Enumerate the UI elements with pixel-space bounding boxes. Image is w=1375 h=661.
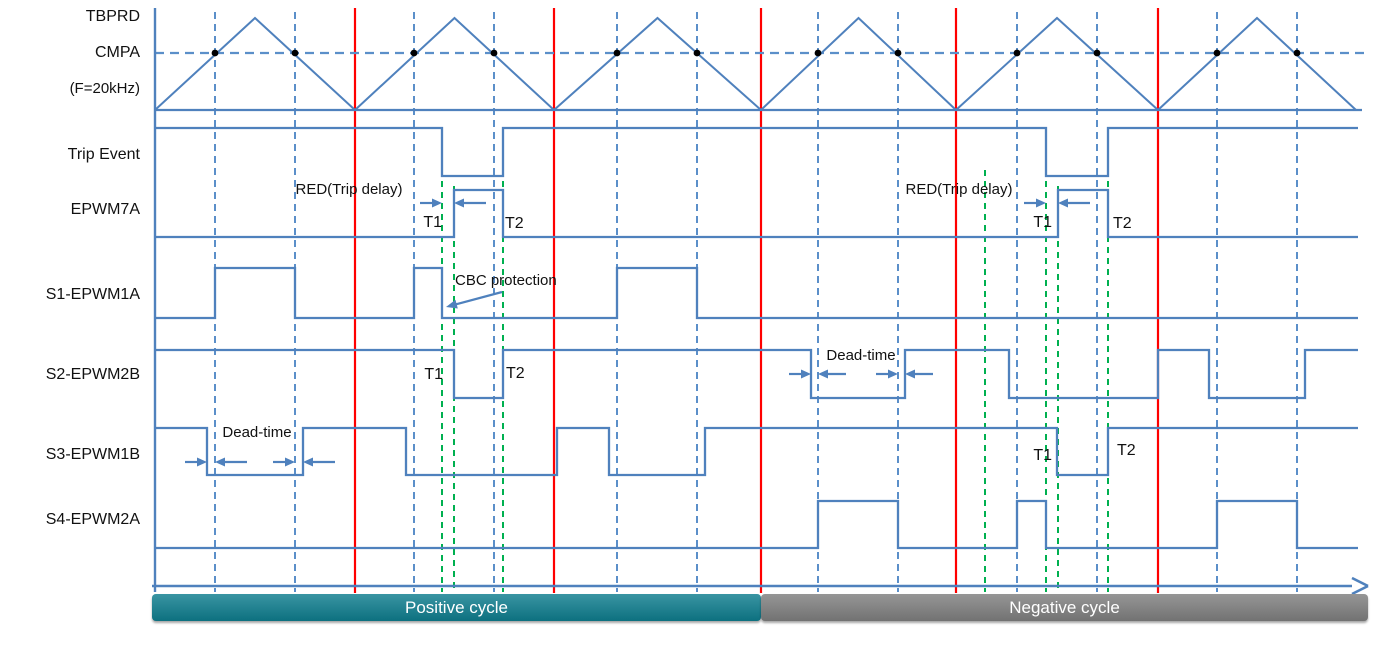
dimension-arrow-head	[818, 369, 828, 379]
cbc-arrow-head	[446, 299, 458, 309]
dimension-arrow-head	[285, 457, 295, 467]
cmpa-crossing-dot	[1213, 49, 1221, 57]
row-label-s1-epwm1a: S1-EPWM1A	[45, 286, 140, 303]
dimension-arrow-head	[432, 198, 442, 208]
t1-label-epwm7a-positive: T1	[423, 214, 442, 231]
frequency-label: (F=20kHz)	[69, 80, 140, 97]
t2-label-epwm7a-positive: T2	[505, 215, 524, 232]
row-label-s4-epwm2a: S4-EPWM2A	[45, 511, 140, 528]
row-label-s3-epwm1b: S3-EPWM1B	[45, 446, 140, 463]
red-trip-delay-label-negative: RED(Trip delay)	[905, 181, 1013, 198]
t2-label-epwm7a-negative: T2	[1113, 215, 1132, 232]
cmpa-crossing-dot	[291, 49, 299, 57]
cmpa-crossing-dot	[613, 49, 621, 57]
dimension-arrow-head	[197, 457, 207, 467]
dimension-arrow-head	[454, 198, 464, 208]
cbc-arrow-line	[453, 290, 503, 306]
negative-cycle-bar: Negative cycle	[761, 594, 1368, 621]
cmpa-crossing-dot	[1093, 49, 1101, 57]
positive-cycle-label: Positive cycle	[405, 598, 508, 617]
cmpa-crossing-dot	[693, 49, 701, 57]
negative-cycle-label: Negative cycle	[1009, 598, 1120, 617]
cmpa-crossing-dot	[211, 49, 219, 57]
dimension-arrow-head	[1036, 198, 1046, 208]
row-label-epwm7a: EPWM7A	[70, 201, 140, 218]
dimension-arrow-head	[303, 457, 313, 467]
time-axis-arrow-bottom	[1351, 584, 1369, 596]
t2-label-s3-negative: T2	[1117, 442, 1136, 459]
t2-label-s2-positive: T2	[506, 365, 525, 382]
time-axis-arrow-top	[1351, 576, 1369, 588]
cmpa-crossing-dot	[1013, 49, 1021, 57]
cmpa-label: CMPA	[94, 44, 140, 61]
dimension-arrow-head	[215, 457, 225, 467]
cmpa-crossing-dot	[814, 49, 822, 57]
t1-label-epwm7a-negative: T1	[1033, 214, 1052, 231]
positive-cycle-bar: Positive cycle	[152, 594, 761, 621]
waveform-s4-epwm2a	[155, 499, 1358, 550]
dimension-arrow-head	[1058, 198, 1068, 208]
t1-label-s3-negative: T1	[1033, 447, 1052, 464]
dead-time-label-positive: Dead-time	[222, 424, 292, 441]
waveform-s3-epwm1b	[155, 426, 1358, 477]
positive-cycle-bar-gloss	[152, 594, 761, 621]
dead-time-label-negative: Dead-time	[826, 347, 896, 364]
cmpa-crossing-dot	[490, 49, 498, 57]
tbprd-label: TBPRD	[85, 8, 140, 25]
cbc-protection-label: CBC protection	[455, 272, 557, 289]
cmpa-crossing-dot	[410, 49, 418, 57]
waveform-trip-event	[155, 126, 1358, 178]
red-trip-delay-label-positive: RED(Trip delay)	[295, 181, 403, 198]
triangle-carrier-waveform	[154, 16, 1357, 111]
dimension-arrow-head	[888, 369, 898, 379]
t1-label-s2-positive: T1	[424, 366, 443, 383]
row-label-trip-event: Trip Event	[67, 146, 140, 163]
waveform-s1-epwm1a	[155, 266, 1358, 320]
row-label-s2-epwm2b: S2-EPWM2B	[45, 366, 140, 383]
cmpa-crossing-dot	[1293, 49, 1301, 57]
cmpa-crossing-dot	[894, 49, 902, 57]
waveform-s2-epwm2b	[155, 348, 1358, 400]
dimension-arrow-head	[905, 369, 915, 379]
waveform-epwm7a	[155, 188, 1358, 239]
dimension-arrow-head	[801, 369, 811, 379]
negative-cycle-bar-gloss	[761, 594, 1368, 621]
